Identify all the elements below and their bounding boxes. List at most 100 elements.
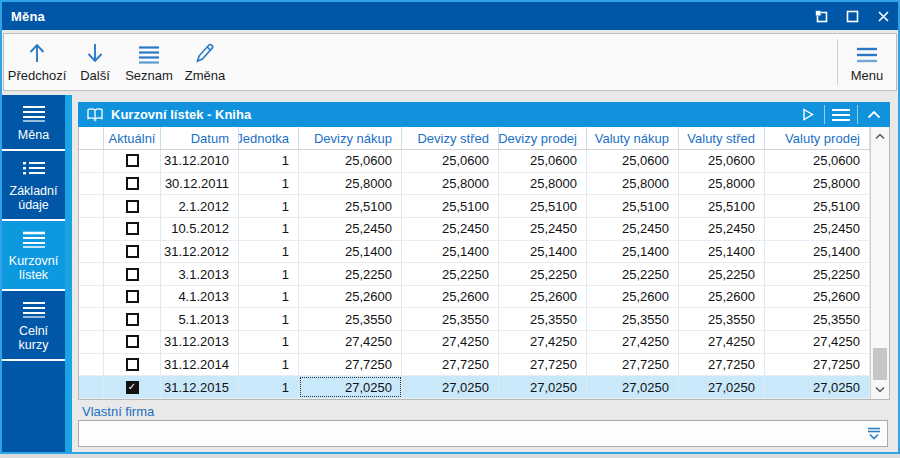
cell-devizy_nakup[interactable]: 25,2600 (299, 286, 402, 308)
cell-devizy_nakup[interactable]: 27,4250 (299, 331, 402, 353)
aktualni-checkbox[interactable] (126, 313, 139, 326)
cell-valuty_prodej[interactable]: 25,1400 (765, 241, 870, 263)
sidebar-item-zakladni-udaje[interactable]: Základní údaje (2, 151, 65, 221)
column-header-valuty_nakup[interactable]: Valuty nákup (587, 127, 679, 149)
cell-valuty_prodej[interactable]: 27,4250 (765, 331, 870, 353)
table-row[interactable]: 3.1.2013125,225025,225025,225025,225025,… (79, 263, 870, 286)
aktualni-checkbox[interactable] (126, 268, 139, 281)
cell-devizy_stred[interactable]: 25,8000 (402, 173, 499, 195)
collapse-chevron-icon[interactable] (858, 102, 890, 127)
cell-datum[interactable]: 31.12.2014 (161, 354, 239, 376)
row-selector-cell[interactable] (79, 331, 104, 353)
cell-valuty_nakup[interactable]: 25,1400 (587, 241, 679, 263)
cell-valuty_nakup[interactable]: 25,8000 (587, 173, 679, 195)
cell-jednotka[interactable]: 1 (239, 331, 299, 353)
cell-datum[interactable]: 31.12.2013 (161, 331, 239, 353)
cell-datum[interactable]: 3.1.2013 (161, 263, 239, 285)
cell-jednotka[interactable]: 1 (239, 218, 299, 240)
table-row[interactable]: 31.12.2010125,060025,060025,060025,06002… (79, 150, 870, 173)
aktualni-checkbox[interactable] (126, 290, 139, 303)
aktualni-checkbox[interactable] (126, 335, 139, 348)
cell-devizy_nakup[interactable]: 25,2250 (299, 263, 402, 285)
cell-jednotka[interactable]: 1 (239, 195, 299, 217)
cell-valuty_nakup[interactable]: 27,4250 (587, 331, 679, 353)
aktualni-checkbox[interactable]: ✓ (126, 381, 139, 394)
table-row[interactable]: 31.12.2014127,725027,725027,725027,72502… (79, 354, 870, 377)
play-icon[interactable] (792, 102, 824, 127)
own-company-combo[interactable] (78, 420, 888, 447)
cell-devizy_nakup[interactable]: 25,8000 (299, 173, 402, 195)
cell-devizy_stred[interactable]: 25,2250 (402, 263, 499, 285)
cell-valuty_stred[interactable]: 27,7250 (679, 354, 765, 376)
row-selector-cell[interactable] (79, 354, 104, 376)
row-selector-cell[interactable] (79, 286, 104, 308)
column-header-sel[interactable] (79, 127, 104, 149)
cell-datum[interactable]: 4.1.2013 (161, 286, 239, 308)
sidebar-item-mena[interactable]: Měna (2, 95, 65, 151)
sidebar-item-kurzovni-listek[interactable]: Kurzovní lístek (2, 221, 65, 291)
combo-dropdown-icon[interactable] (861, 427, 887, 440)
row-selector-cell[interactable] (79, 218, 104, 240)
column-header-devizy_stred[interactable]: Devizy střed (402, 127, 499, 149)
row-selector-cell[interactable] (79, 376, 104, 398)
cell-valuty_stred[interactable]: 27,4250 (679, 331, 765, 353)
cell-valuty_nakup[interactable]: 25,2450 (587, 218, 679, 240)
cell-valuty_prodej[interactable]: 25,2600 (765, 286, 870, 308)
aktualni-checkbox[interactable] (126, 177, 139, 190)
cell-devizy_nakup[interactable]: 25,5100 (299, 195, 402, 217)
cell-datum[interactable]: 30.12.2011 (161, 173, 239, 195)
cell-valuty_prodej[interactable]: 27,0250 (765, 376, 870, 398)
scrollbar-thumb[interactable] (873, 348, 887, 380)
vertical-scrollbar[interactable] (870, 127, 889, 399)
cell-devizy_stred[interactable]: 25,0600 (402, 150, 499, 172)
table-row[interactable]: 30.12.2011125,800025,800025,800025,80002… (79, 173, 870, 196)
scroll-down-icon[interactable] (871, 382, 889, 397)
aktualni-checkbox[interactable] (126, 154, 139, 167)
row-selector-cell[interactable] (79, 263, 104, 285)
list-button[interactable]: Seznam (120, 34, 178, 90)
cell-devizy_prodej[interactable]: 25,8000 (499, 173, 587, 195)
row-selector-cell[interactable] (79, 308, 104, 330)
cell-devizy_stred[interactable]: 27,7250 (402, 354, 499, 376)
cell-devizy_nakup[interactable]: 27,7250 (299, 354, 402, 376)
cell-datum[interactable]: 2.1.2012 (161, 195, 239, 217)
cell-devizy_prodej[interactable]: 25,3550 (499, 308, 587, 330)
cell-devizy_stred[interactable]: 25,2600 (402, 286, 499, 308)
cell-datum[interactable]: 31.12.2012 (161, 241, 239, 263)
cell-jednotka[interactable]: 1 (239, 308, 299, 330)
cell-valuty_stred[interactable]: 25,0600 (679, 150, 765, 172)
cell-jednotka[interactable]: 1 (239, 286, 299, 308)
cell-valuty_prodej[interactable]: 25,5100 (765, 195, 870, 217)
column-header-aktualni[interactable]: Aktuální (104, 127, 161, 149)
cell-devizy_prodej[interactable]: 25,1400 (499, 241, 587, 263)
scroll-up-icon[interactable] (871, 129, 889, 144)
cell-devizy_stred[interactable]: 25,1400 (402, 241, 499, 263)
cell-jednotka[interactable]: 1 (239, 376, 299, 398)
table-row[interactable]: 31.12.2012125,140025,140025,140025,14002… (79, 241, 870, 264)
table-row[interactable]: 10.5.2012125,245025,245025,245025,245025… (79, 218, 870, 241)
cell-jednotka[interactable]: 1 (239, 263, 299, 285)
cell-valuty_nakup[interactable]: 25,0600 (587, 150, 679, 172)
cell-jednotka[interactable]: 1 (239, 354, 299, 376)
cell-devizy_stred[interactable]: 25,5100 (402, 195, 499, 217)
cell-devizy_prodej[interactable]: 27,4250 (499, 331, 587, 353)
cell-devizy_nakup[interactable]: 25,2450 (299, 218, 402, 240)
cell-valuty_nakup[interactable]: 25,2600 (587, 286, 679, 308)
cell-valuty_prodej[interactable]: 25,3550 (765, 308, 870, 330)
table-row[interactable]: 2.1.2012125,510025,510025,510025,510025,… (79, 195, 870, 218)
aktualni-checkbox[interactable] (126, 245, 139, 258)
row-selector-cell[interactable] (79, 150, 104, 172)
cell-valuty_nakup[interactable]: 25,5100 (587, 195, 679, 217)
column-header-jednotka[interactable]: Jednotka (239, 127, 299, 149)
cell-devizy_prodej[interactable]: 27,7250 (499, 354, 587, 376)
dock-window-icon[interactable] (814, 9, 828, 23)
table-row[interactable]: 4.1.2013125,260025,260025,260025,260025,… (79, 286, 870, 309)
cell-datum[interactable]: 5.1.2013 (161, 308, 239, 330)
cell-devizy_prodej[interactable]: 25,5100 (499, 195, 587, 217)
close-icon[interactable] (876, 9, 890, 23)
cell-datum[interactable]: 31.12.2010 (161, 150, 239, 172)
cell-devizy_prodej[interactable]: 25,2600 (499, 286, 587, 308)
cell-devizy_stred[interactable]: 25,2450 (402, 218, 499, 240)
row-selector-cell[interactable] (79, 195, 104, 217)
maximize-icon[interactable] (845, 9, 859, 23)
